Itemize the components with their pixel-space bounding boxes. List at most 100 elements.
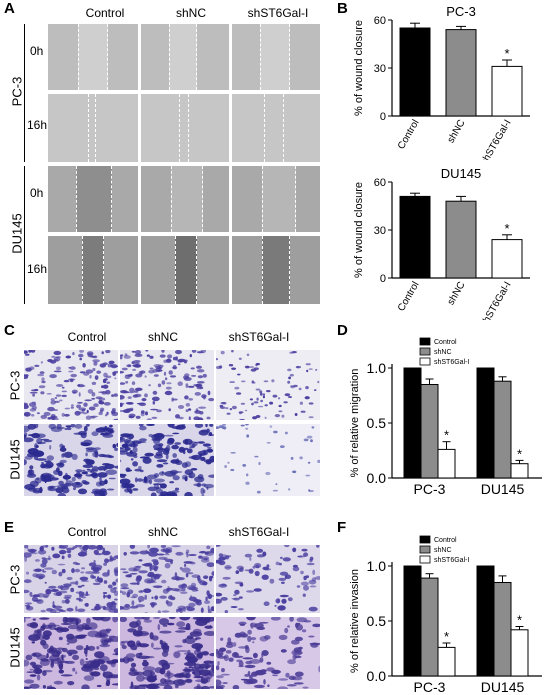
stained-cell	[225, 650, 232, 654]
chart-f-legend-swatch-0	[419, 535, 431, 544]
chart-d-bar-1-1	[493, 380, 512, 479]
stained-cell	[84, 603, 89, 607]
stained-cell	[172, 475, 180, 481]
chart-relative-migration: 0.0 0.5 1.0 % of relative migration * PC-3 * DU…	[349, 337, 542, 497]
stained-cell	[231, 367, 236, 370]
stained-cell	[188, 416, 191, 420]
stained-cell	[79, 658, 85, 666]
stained-cell	[192, 617, 203, 620]
stained-cell	[284, 431, 288, 435]
stained-cell	[227, 637, 232, 643]
stained-cell	[254, 570, 260, 577]
stained-cell	[94, 375, 99, 380]
stained-cell	[141, 398, 147, 402]
stained-cell	[129, 551, 140, 555]
stained-cell	[52, 417, 59, 420]
stained-cell	[185, 383, 189, 388]
stained-cell	[120, 606, 125, 610]
stained-cell	[193, 416, 200, 420]
stained-cell	[183, 377, 192, 381]
stained-cell	[191, 574, 201, 578]
stained-cell	[142, 676, 156, 680]
stained-cell	[39, 486, 43, 494]
stained-cell	[27, 434, 39, 437]
stained-cell	[206, 545, 211, 550]
stained-cell	[193, 669, 202, 677]
stained-cell	[149, 683, 160, 686]
stained-cell	[200, 685, 210, 689]
stained-cell	[103, 402, 111, 406]
bracket-du145-a	[24, 166, 25, 304]
stained-cell	[109, 424, 113, 428]
stained-cell	[113, 608, 118, 613]
stained-cell	[32, 668, 43, 675]
stained-cell	[110, 364, 113, 367]
stained-cell	[61, 486, 69, 490]
stained-cell	[176, 621, 186, 628]
stained-cell	[197, 375, 204, 379]
stained-cell	[298, 387, 302, 391]
stained-cell	[78, 591, 83, 597]
stained-cell	[221, 668, 225, 673]
stained-cell	[210, 606, 214, 612]
stained-cell	[256, 626, 266, 630]
stained-cell	[146, 418, 152, 420]
stained-cell	[136, 581, 140, 586]
stained-cell	[255, 362, 260, 366]
stained-cell	[70, 587, 75, 593]
stained-cell	[181, 424, 186, 428]
stained-cell	[139, 438, 147, 442]
stained-cell	[184, 461, 192, 468]
stained-cell	[231, 405, 237, 410]
stained-cell	[185, 551, 189, 555]
stained-cell	[129, 387, 135, 393]
invasion-image-du145-shst6	[216, 617, 320, 689]
stained-cell	[233, 594, 237, 597]
chart-b-du145-y-tick-label-2: 60	[374, 177, 386, 189]
stained-cell	[141, 563, 148, 566]
stained-cell	[39, 371, 45, 374]
stained-cell	[152, 368, 158, 373]
stained-cell	[253, 588, 262, 592]
stained-cell	[193, 384, 201, 387]
stained-cell	[259, 636, 269, 642]
stained-cell	[224, 465, 227, 468]
stained-cell	[59, 545, 62, 548]
stained-cell	[184, 395, 189, 400]
stained-cell	[34, 364, 40, 367]
stained-cell	[144, 452, 154, 457]
stained-cell	[260, 669, 267, 673]
stained-cell	[58, 663, 64, 670]
stained-cell	[175, 350, 182, 355]
stained-cell	[189, 354, 192, 358]
stained-cell	[167, 622, 175, 626]
stained-cell	[32, 393, 35, 397]
stained-cell	[175, 551, 184, 556]
stained-cell	[148, 384, 151, 387]
stained-cell	[189, 561, 196, 565]
stained-cell	[125, 402, 134, 405]
stained-cell	[75, 645, 84, 651]
stained-cell	[96, 646, 100, 650]
stained-cell	[309, 556, 314, 561]
stained-cell	[138, 590, 144, 593]
stained-cell	[146, 354, 151, 357]
stained-cell	[103, 639, 110, 643]
stained-cell	[233, 652, 238, 657]
stained-cell	[311, 577, 317, 582]
chart-b-du145-x-tick-label-2: shST6Gal-I	[479, 280, 514, 320]
stained-cell	[293, 384, 298, 388]
stained-cell	[74, 424, 83, 429]
stained-cell	[24, 432, 28, 437]
stained-cell	[76, 597, 80, 601]
stained-cell	[41, 558, 48, 565]
stained-cell	[245, 481, 250, 485]
stained-cell	[51, 569, 57, 575]
stained-cell	[259, 621, 269, 624]
stained-cell	[33, 568, 43, 573]
stained-cell	[43, 411, 51, 416]
stained-cell	[49, 624, 60, 627]
stained-cell	[120, 436, 126, 443]
stained-cell	[83, 648, 87, 651]
stained-cell	[240, 424, 245, 427]
